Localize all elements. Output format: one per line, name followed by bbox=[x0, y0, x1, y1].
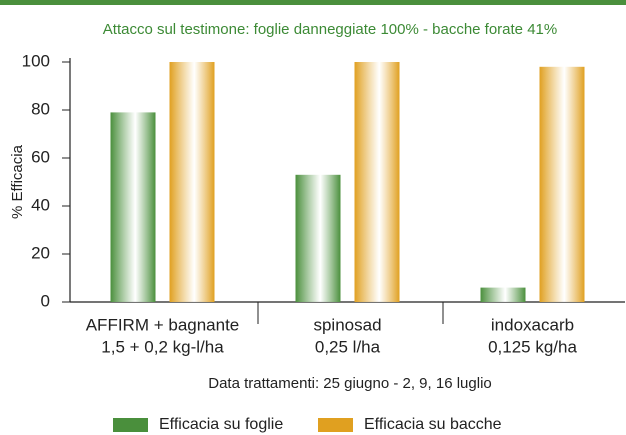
top-band bbox=[0, 0, 626, 5]
y-tick-label: 80 bbox=[31, 99, 50, 118]
y-axis-label: % Efficacia bbox=[9, 144, 26, 219]
legend-swatch bbox=[318, 418, 353, 432]
y-tick-label: 0 bbox=[41, 291, 50, 310]
legend-label: Efficacia su foglie bbox=[159, 416, 283, 433]
chart-title: Attacco sul testimone: foglie danneggiat… bbox=[103, 21, 557, 38]
x-axis-label: Data trattamenti: 25 giugno - 2, 9, 16 l… bbox=[208, 375, 492, 392]
bar bbox=[354, 62, 400, 302]
y-tick-label: 20 bbox=[31, 243, 50, 262]
bar bbox=[169, 62, 215, 302]
legend-swatch bbox=[113, 418, 148, 432]
y-tick-label: 40 bbox=[31, 195, 50, 214]
x-tick-label: 1,5 + 0,2 kg-l/ha bbox=[101, 337, 224, 356]
x-tick-label: AFFIRM + bagnante bbox=[86, 315, 240, 334]
bar bbox=[539, 66, 585, 302]
bar bbox=[480, 287, 526, 302]
x-tick-label: 0,25 l/ha bbox=[315, 337, 381, 356]
y-tick-label: 60 bbox=[31, 147, 50, 166]
x-tick-label: indoxacarb bbox=[491, 315, 574, 334]
legend-label: Efficacia su bacche bbox=[364, 416, 502, 433]
bar bbox=[295, 174, 341, 302]
y-tick-label: 100 bbox=[22, 51, 50, 70]
bar bbox=[110, 112, 156, 303]
x-tick-label: 0,125 kg/ha bbox=[488, 337, 577, 356]
x-tick-label: spinosad bbox=[313, 315, 381, 334]
